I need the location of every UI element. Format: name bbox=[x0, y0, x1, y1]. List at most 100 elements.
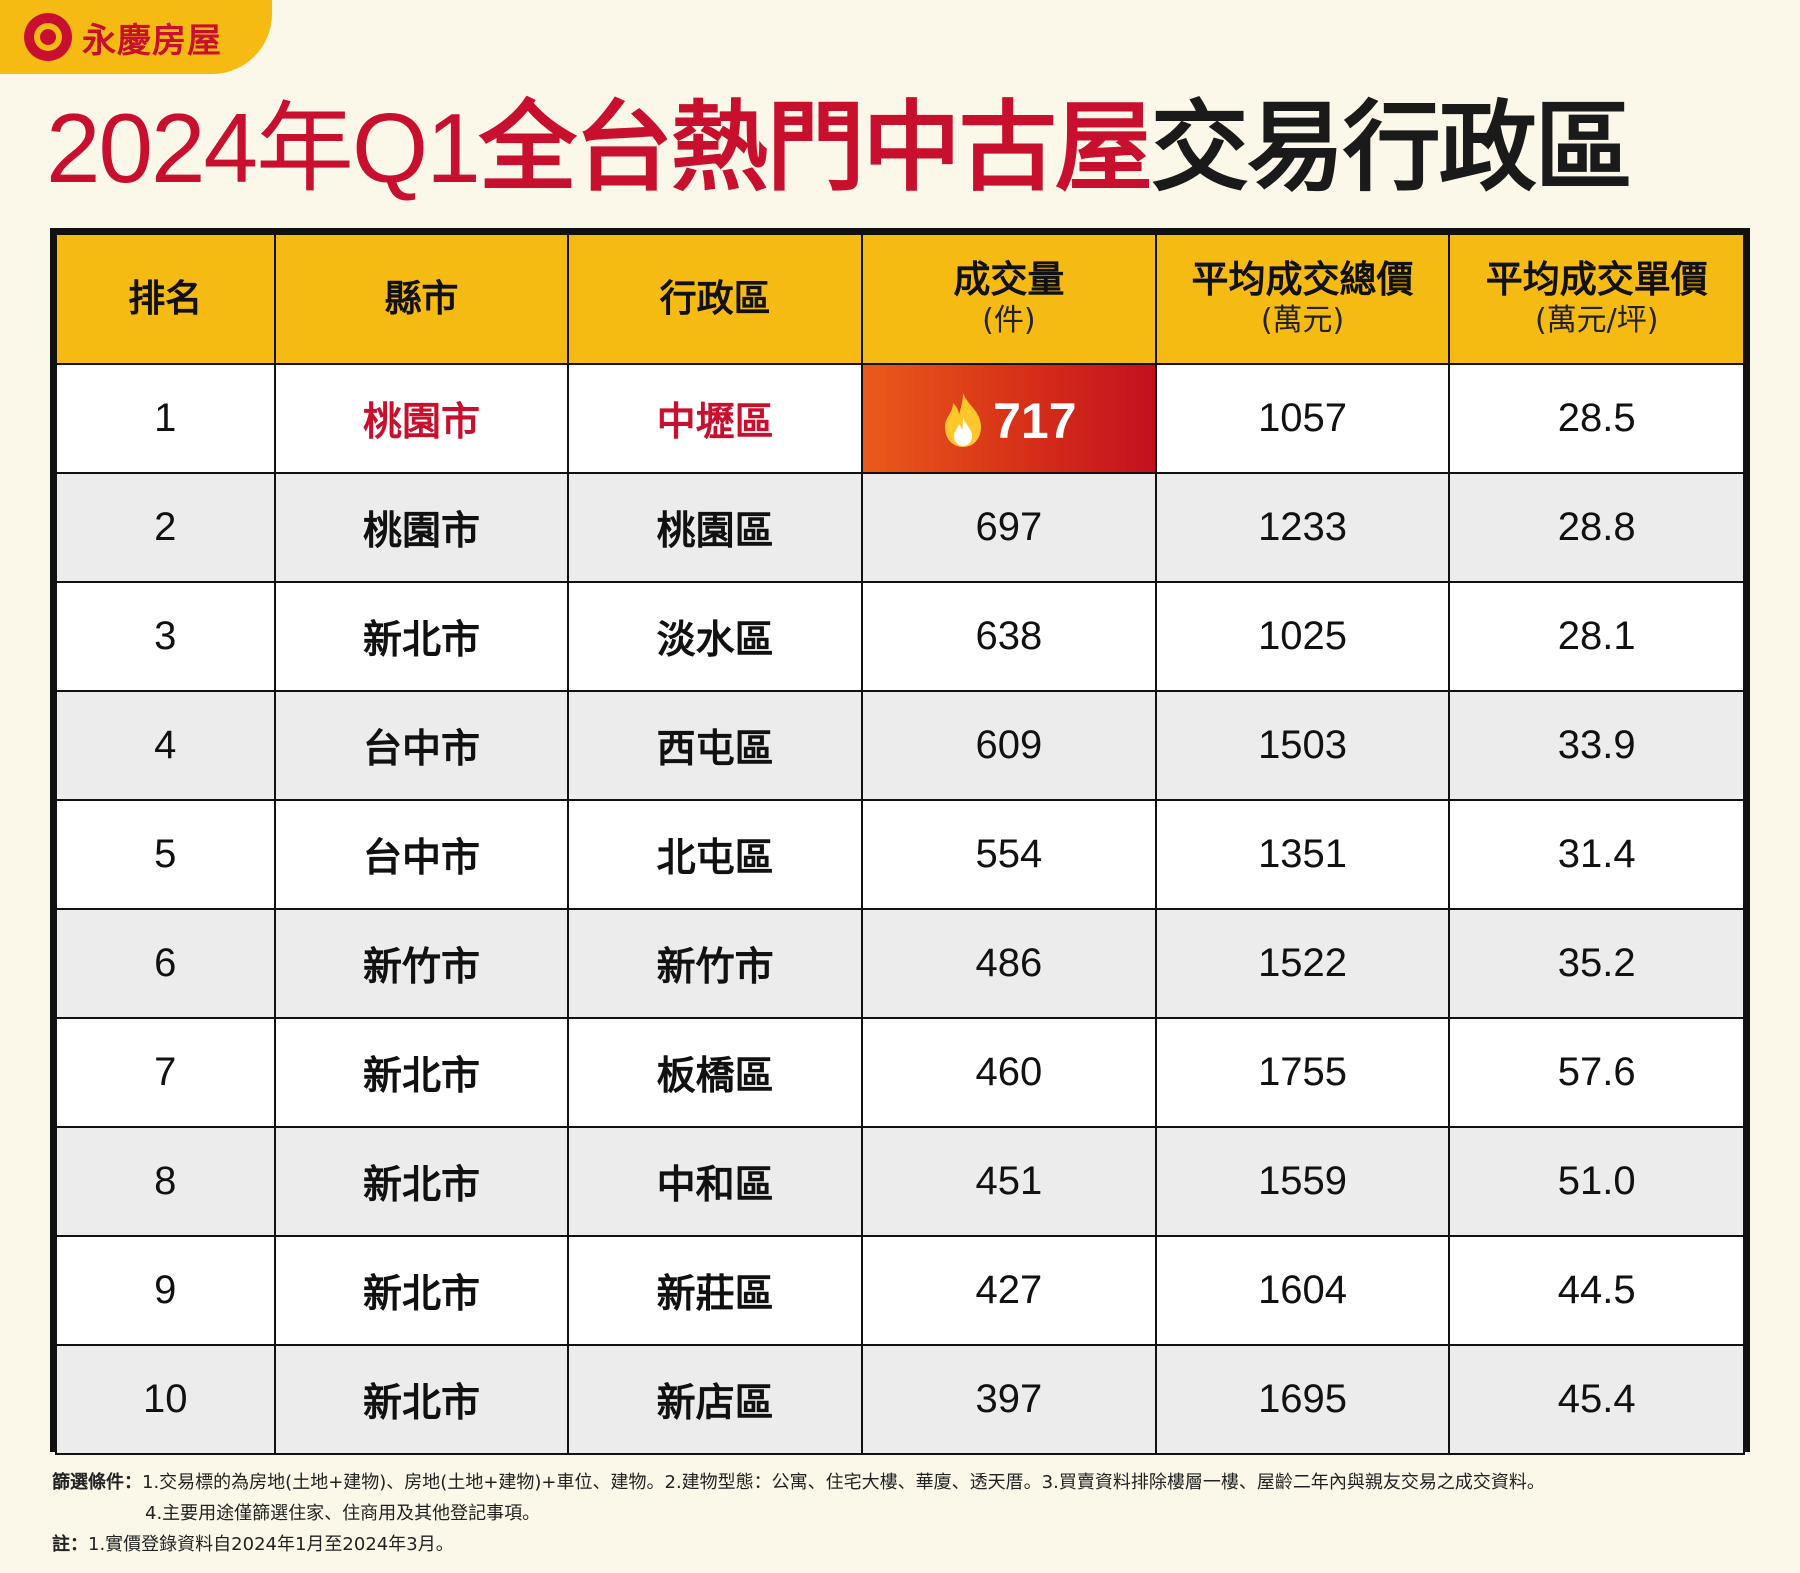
title-rest: 交易行政區 bbox=[1150, 91, 1633, 205]
table-header-row: 排名 縣市 行政區 成交量 (件) 平均成交總價 (萬元) 平均成交單價 (萬元/坪) bbox=[55, 233, 1745, 365]
cell-volume: 554 bbox=[861, 799, 1157, 910]
header-unit: (萬元) bbox=[1260, 303, 1345, 339]
header-unit: (件) bbox=[982, 303, 1036, 339]
cell-volume: 397 bbox=[861, 1344, 1157, 1455]
cell-total-price: 1025 bbox=[1154, 581, 1451, 692]
note-label: 註： bbox=[52, 1534, 88, 1555]
filter-text: 1.交易標的為房地(土地+建物)、房地(土地+建物)+車位、建物。2.建物型態：… bbox=[142, 1472, 1545, 1493]
cell-city: 台中市 bbox=[273, 799, 570, 910]
filter-note-line-2: 4.主要用途僅篩選住家、住商用及其他登記事項。 bbox=[145, 1503, 541, 1524]
cell-unit-price: 28.1 bbox=[1448, 581, 1745, 692]
cell-total-price: 1233 bbox=[1154, 472, 1451, 583]
cell-unit-price: 51.0 bbox=[1448, 1126, 1745, 1237]
cell-city: 桃園市 bbox=[273, 472, 570, 583]
cell-district: 桃園區 bbox=[567, 472, 863, 583]
header-label: 平均成交單價 bbox=[1485, 258, 1708, 302]
cell-unit-price: 35.2 bbox=[1448, 908, 1745, 1019]
cell-rank: 8 bbox=[55, 1126, 276, 1237]
cell-total-price: 1503 bbox=[1154, 690, 1451, 801]
cell-district: 北屯區 bbox=[567, 799, 863, 910]
table-row: 4 台中市 西屯區 609 1503 33.9 bbox=[55, 690, 1745, 801]
table-row: 2 桃園市 桃園區 697 1233 28.8 bbox=[55, 472, 1745, 583]
cell-rank: 3 bbox=[55, 581, 276, 692]
filter-note-line: 篩選條件：1.交易標的為房地(土地+建物)、房地(土地+建物)+車位、建物。2.… bbox=[52, 1467, 1752, 1498]
cell-rank: 1 bbox=[55, 363, 276, 474]
cell-city: 桃園市 bbox=[273, 363, 570, 474]
header-district: 行政區 bbox=[567, 233, 863, 365]
cell-rank: 10 bbox=[55, 1344, 276, 1455]
table-row: 5 台中市 北屯區 554 1351 31.4 bbox=[55, 799, 1745, 910]
footnotes: 篩選條件：1.交易標的為房地(土地+建物)、房地(土地+建物)+車位、建物。2.… bbox=[52, 1467, 1752, 1560]
cell-volume: 451 bbox=[861, 1126, 1157, 1237]
cell-total-price: 1695 bbox=[1154, 1344, 1451, 1455]
cell-district: 新店區 bbox=[567, 1344, 863, 1455]
header-label: 排名 bbox=[128, 276, 203, 320]
cell-district: 中壢區 bbox=[567, 363, 863, 474]
cell-volume: 609 bbox=[861, 690, 1157, 801]
cell-city: 新北市 bbox=[273, 1126, 570, 1237]
brand-logo-icon bbox=[24, 13, 72, 61]
cell-unit-price: 45.4 bbox=[1448, 1344, 1745, 1455]
cell-volume: 717 bbox=[861, 363, 1157, 474]
header-unit: (萬元/坪) bbox=[1534, 303, 1659, 339]
cell-total-price: 1057 bbox=[1154, 363, 1451, 474]
cell-district: 板橋區 bbox=[567, 1017, 863, 1128]
cell-total-price: 1604 bbox=[1154, 1235, 1451, 1346]
cell-volume-value: 717 bbox=[993, 392, 1077, 449]
cell-volume: 638 bbox=[861, 581, 1157, 692]
cell-city: 台中市 bbox=[273, 690, 570, 801]
cell-total-price: 1351 bbox=[1154, 799, 1451, 910]
table-row: 3 新北市 淡水區 638 1025 28.1 bbox=[55, 581, 1745, 692]
ranking-table-frame: 排名 縣市 行政區 成交量 (件) 平均成交總價 (萬元) 平均成交單價 (萬元/坪)… bbox=[50, 228, 1750, 1455]
cell-city: 新北市 bbox=[273, 581, 570, 692]
cell-total-price: 1559 bbox=[1154, 1126, 1451, 1237]
brand-name: 永慶房屋 bbox=[82, 20, 222, 61]
cell-district: 西屯區 bbox=[567, 690, 863, 801]
header-label: 平均成交總價 bbox=[1191, 258, 1414, 302]
source-note-line: 註：1.實價登錄資料自2024年1月至2024年3月。 bbox=[52, 1529, 1752, 1560]
header-label: 成交量 bbox=[953, 258, 1065, 302]
cell-unit-price: 33.9 bbox=[1448, 690, 1745, 801]
table-row: 6 新竹市 新竹市 486 1522 35.2 bbox=[55, 908, 1745, 1019]
table-row: 1 桃園市 中壢區 717 1057 28.5 bbox=[55, 363, 1745, 474]
header-label: 行政區 bbox=[659, 276, 771, 320]
cell-volume: 427 bbox=[861, 1235, 1157, 1346]
cell-volume: 486 bbox=[861, 908, 1157, 1019]
cell-unit-price: 31.4 bbox=[1448, 799, 1745, 910]
cell-rank: 6 bbox=[55, 908, 276, 1019]
cell-total-price: 1522 bbox=[1154, 908, 1451, 1019]
flame-icon bbox=[945, 393, 982, 448]
cell-district: 淡水區 bbox=[567, 581, 863, 692]
table-row: 8 新北市 中和區 451 1559 51.0 bbox=[55, 1126, 1745, 1237]
page-title: 2024年Q1全台熱門中古屋交易行政區 bbox=[46, 88, 1766, 208]
title-period: 2024年Q1 bbox=[46, 93, 481, 203]
filter-label: 篩選條件： bbox=[52, 1472, 142, 1493]
cell-district: 中和區 bbox=[567, 1126, 863, 1237]
cell-city: 新北市 bbox=[273, 1344, 570, 1455]
cell-volume: 460 bbox=[861, 1017, 1157, 1128]
cell-district: 新莊區 bbox=[567, 1235, 863, 1346]
header-label: 縣市 bbox=[384, 276, 459, 320]
cell-city: 新北市 bbox=[273, 1017, 570, 1128]
cell-rank: 2 bbox=[55, 472, 276, 583]
cell-unit-price: 57.6 bbox=[1448, 1017, 1745, 1128]
cell-rank: 7 bbox=[55, 1017, 276, 1128]
header-volume: 成交量 (件) bbox=[861, 233, 1157, 365]
cell-unit-price: 44.5 bbox=[1448, 1235, 1745, 1346]
header-rank: 排名 bbox=[55, 233, 276, 365]
cell-unit-price: 28.5 bbox=[1448, 363, 1745, 474]
table-body: 1 桃園市 中壢區 717 1057 28.5 2 桃園市 桃園區 697 1233 28.8 3 新北市… bbox=[55, 363, 1745, 1455]
cell-volume: 697 bbox=[861, 472, 1157, 583]
header-unit-price: 平均成交單價 (萬元/坪) bbox=[1448, 233, 1745, 365]
table-row: 7 新北市 板橋區 460 1755 57.6 bbox=[55, 1017, 1745, 1128]
header-city: 縣市 bbox=[273, 233, 570, 365]
cell-total-price: 1755 bbox=[1154, 1017, 1451, 1128]
table-row: 9 新北市 新莊區 427 1604 44.5 bbox=[55, 1235, 1745, 1346]
cell-city: 新北市 bbox=[273, 1235, 570, 1346]
cell-rank: 5 bbox=[55, 799, 276, 910]
cell-rank: 4 bbox=[55, 690, 276, 801]
title-highlight: 全台熱門中古屋 bbox=[478, 91, 1153, 205]
cell-unit-price: 28.8 bbox=[1448, 472, 1745, 583]
cell-rank: 9 bbox=[55, 1235, 276, 1346]
brand-tab: 永慶房屋 bbox=[0, 0, 272, 74]
